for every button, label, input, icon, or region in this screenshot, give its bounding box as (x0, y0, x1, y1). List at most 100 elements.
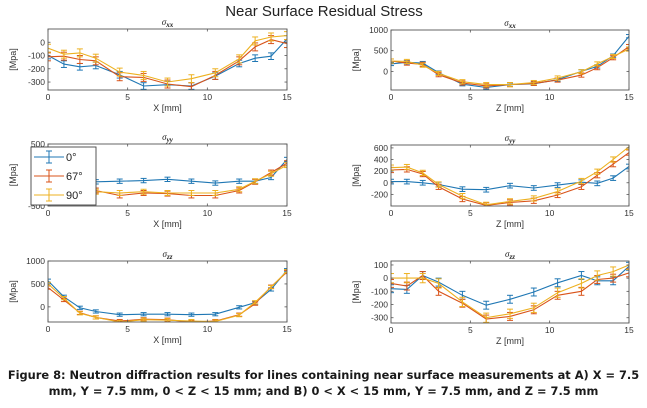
x-tick-label: 5 (468, 92, 473, 102)
errorbar-point (116, 319, 123, 322)
errorbar-point (391, 178, 394, 185)
x-tick-label: 5 (468, 325, 473, 335)
x-tick-label: 0 (46, 92, 51, 102)
errorbar-point (48, 52, 51, 62)
axes-box (47, 260, 288, 323)
y-axis-label: [Mpa] (8, 280, 18, 303)
errorbar-point (252, 54, 259, 62)
errorbar-point (391, 273, 394, 284)
errorbar-point (483, 300, 490, 310)
errorbar-point (530, 185, 537, 191)
title-symbol: σ (162, 17, 167, 27)
errorbar-point (188, 190, 195, 196)
x-tick-label: 5 (468, 208, 473, 218)
errorbar-point (530, 79, 537, 86)
errorbar-point (403, 178, 410, 185)
legend-item (34, 150, 64, 164)
errorbar-point (252, 36, 259, 46)
errorbar-point (284, 268, 287, 273)
x-tick-label: 10 (545, 325, 555, 335)
errorbar-point (483, 82, 490, 88)
panel-yy-x: σyy 0 5 10 15 500 -500 X [mm] [Mpa] 0° 67° 90° (8, 132, 292, 229)
title-symbol: σ (504, 18, 509, 28)
errorbar-point (507, 82, 513, 88)
y-tick-label: 0 (383, 273, 388, 283)
errorbar-point (212, 180, 219, 186)
title-subscript: yy (508, 137, 516, 145)
errorbar-point (236, 305, 243, 310)
errorbar-point (252, 300, 259, 305)
errorbar-point (140, 312, 147, 317)
y-tick-label: -500 (28, 201, 45, 211)
errorbar-point (459, 296, 466, 308)
y-tick-label: 0 (383, 66, 388, 76)
errorbar-point (92, 53, 99, 63)
errorbar-point (419, 273, 426, 284)
x-tick-label: 0 (389, 325, 394, 335)
errorbar-point (268, 32, 275, 42)
errorbar-point (530, 195, 537, 202)
title-subscript: xx (165, 21, 174, 29)
errorbar-point (507, 182, 513, 189)
errorbar-point (60, 49, 67, 59)
title-symbol: σ (505, 249, 510, 259)
y-tick-label: 100 (374, 260, 388, 270)
errorbar-point (626, 149, 629, 156)
errorbar-point (483, 201, 490, 206)
errorbar-point (236, 54, 243, 64)
errorbar-point (594, 61, 601, 67)
errorbar-point (140, 188, 147, 195)
errorbar-point (578, 271, 585, 280)
y-tick-label: -100 (371, 286, 388, 296)
figure-caption: Figure 8: Neutron diffraction results fo… (0, 367, 647, 399)
series-group (48, 31, 287, 90)
axes-box (390, 29, 630, 91)
errorbar-point (92, 309, 99, 314)
panel-xx-x: σxx 0 5 10 15 0 -100 -200 -300 X [mm] [Mpa] (8, 17, 292, 113)
errorbar-point (435, 70, 442, 77)
errorbar-point (483, 186, 490, 193)
errorbar-point (116, 190, 123, 196)
errorbar-point (507, 308, 513, 319)
errorbar-point (530, 287, 537, 297)
x-tick-label: 10 (203, 324, 213, 334)
errorbar-point (507, 294, 513, 304)
errorbar-point (594, 270, 601, 281)
errorbar-point (459, 186, 466, 192)
y-tick-label: 1000 (26, 256, 45, 266)
series-group (391, 145, 629, 206)
errorbar-point (626, 261, 629, 271)
errorbar-point (164, 312, 171, 317)
title-subscript: zz (509, 253, 516, 261)
errorbar-point (391, 58, 394, 64)
panel-title: σzz (163, 249, 173, 261)
title-symbol: σ (505, 133, 510, 143)
y-tick-label: 1000 (369, 25, 388, 35)
errorbar-point (252, 178, 259, 185)
panel-zz-z: σzz 0 5 10 15 100 0 -100 -200 -300 Z [mm] [Mpa] (351, 249, 634, 346)
errorbar-point (76, 305, 83, 310)
legend-item (34, 188, 64, 202)
y-axis-label: [Mpa] (8, 48, 18, 71)
errorbar-point (626, 34, 629, 39)
axes-box (47, 28, 288, 91)
y-axis-label: [Mpa] (351, 49, 361, 72)
errorbar-point (164, 176, 171, 183)
errorbar-point (212, 68, 219, 78)
errorbar-point (268, 170, 275, 177)
x-axis-label: Z [mm] (496, 336, 524, 346)
y-tick-label: -200 (371, 189, 388, 199)
panel-title: σyy (162, 132, 174, 144)
series-line-0° (48, 269, 287, 316)
errorbar-point (60, 60, 67, 68)
errorbar-point (626, 46, 629, 52)
series-line-67° (391, 152, 629, 206)
errorbar-point (284, 268, 287, 274)
title-subscript: zz (166, 253, 173, 261)
x-tick-label: 10 (203, 208, 213, 218)
series-line-90° (391, 48, 629, 86)
panel-title: σyy (505, 133, 517, 145)
errorbar-point (530, 302, 537, 313)
errorbar-point (116, 67, 123, 77)
